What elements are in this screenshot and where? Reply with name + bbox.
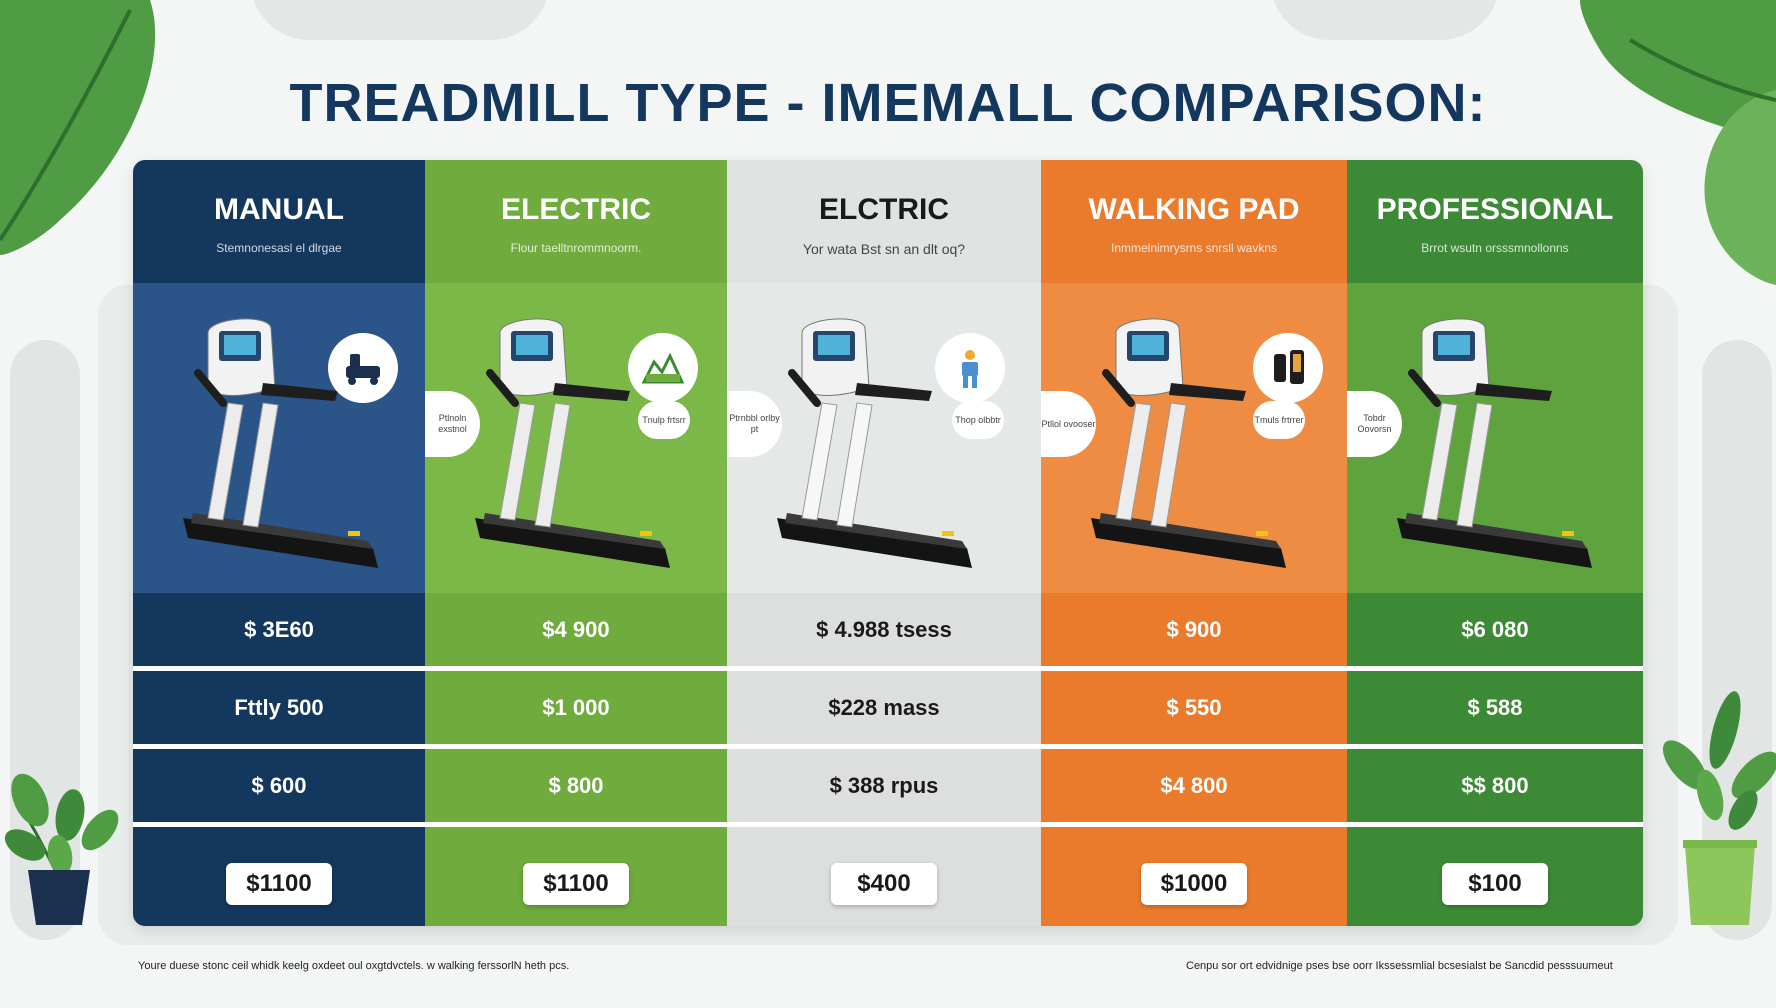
row-divider (727, 822, 1041, 827)
column-subtitle: Flour taelltnrommnoorm. (510, 241, 642, 255)
price-button[interactable]: $1100 (523, 862, 629, 905)
phone-device-icon (1253, 333, 1323, 403)
table-cell: $$ 800 (1347, 749, 1643, 822)
price-button[interactable]: $400 (831, 862, 937, 905)
column-title: PROFESSIONAL (1376, 193, 1614, 226)
treadmill-machine-icon (328, 333, 398, 403)
price-area: $100 (1347, 827, 1643, 926)
table-cell: $ 900 (1041, 593, 1347, 666)
treadmill-image-icon (777, 318, 972, 568)
feature-bubble: Tobdr Oovorsn (1347, 391, 1402, 457)
price-area: $400 (727, 827, 1041, 926)
row-divider (1347, 744, 1643, 749)
table-cell: $ 588 (1347, 671, 1643, 744)
treadmill-image-icon (475, 318, 670, 568)
leaf-decoration-icon (0, 0, 156, 255)
table-cell: $ 550 (1041, 671, 1347, 744)
price-area: $1100 (425, 827, 727, 926)
column-subtitle: Yor wata Bst sn an dlt oq? (802, 241, 966, 257)
row-divider (425, 822, 727, 827)
column-elctric: ELCTRIC Yor wata Bst sn an dlt oq? Ptrnb… (727, 160, 1041, 926)
column-title: ELCTRIC (819, 193, 949, 226)
product-image-area: Ptrnbbl orlby pt Thop olbbtr (727, 283, 1041, 593)
row-divider (133, 666, 425, 671)
column-header: PROFESSIONAL Brrot wsutn orsssmnollonns (1347, 160, 1643, 283)
price-area: $1100 (133, 827, 425, 926)
column-manual: MANUAL Stemnonesasl el dlrgae $ 3E60 Ft (133, 160, 425, 926)
row-divider (1347, 666, 1643, 671)
potted-plant-icon (1662, 691, 1776, 925)
table-cell: $ 600 (133, 749, 425, 822)
potted-plant-icon (4, 773, 119, 925)
comparison-table: MANUAL Stemnonesasl el dlrgae $ 3E60 Ft (133, 160, 1643, 926)
price-area: $1000 (1041, 827, 1347, 926)
row-divider (133, 822, 425, 827)
terrain-map-icon (628, 333, 698, 403)
price-button[interactable]: $100 (1442, 862, 1548, 905)
table-cell: $228 mass (727, 671, 1041, 744)
table-cell: Fttly 500 (133, 671, 425, 744)
feature-bubble: Tnulp frtsrr (638, 401, 690, 439)
price-button[interactable]: $1000 (1141, 862, 1247, 905)
background-shape (1270, 0, 1500, 40)
row-divider (1041, 666, 1347, 671)
treadmill-image-icon (183, 318, 378, 568)
footer-note-left: Youre duese stonc ceil whidk keelg oxdee… (138, 960, 570, 972)
column-title: WALKING PAD (1088, 193, 1300, 226)
feature-bubble: Tmuls frtrrer (1253, 401, 1305, 439)
column-title: ELECTRIC (501, 193, 651, 226)
table-cell: $ 388 rpus (727, 749, 1041, 822)
table-cell: $ 3E60 (133, 593, 425, 666)
leaf-decoration-icon (1580, 0, 1776, 285)
table-cell: $1 000 (425, 671, 727, 744)
product-image-area: Ptlnoln exstnol Tnulp frtsrr (425, 283, 727, 593)
row-divider (425, 744, 727, 749)
row-divider (1041, 822, 1347, 827)
column-subtitle: Inmmelnimrysrns snrsll wavkns (1110, 241, 1278, 255)
column-title: MANUAL (214, 193, 344, 226)
column-electric: ELECTRIC Flour taelltnrommnoorm. Ptlnoln… (425, 160, 727, 926)
feature-bubble: Ptrnbbl orlby pt (727, 391, 782, 457)
row-divider (1041, 744, 1347, 749)
product-image-area (133, 283, 425, 593)
feature-bubble: Ptlnoln exstnol (425, 391, 480, 457)
table-cell: $4 800 (1041, 749, 1347, 822)
person-workout-icon (935, 333, 1005, 403)
footer-note-right: Cenpu sor ort edvidnige pses bse oorr Ik… (1186, 960, 1613, 972)
background-shape (250, 0, 550, 40)
column-header: WALKING PAD Inmmelnimrysrns snrsll wavkn… (1041, 160, 1347, 283)
column-header: ELECTRIC Flour taelltnrommnoorm. (425, 160, 727, 283)
treadmill-image-icon (1397, 318, 1592, 568)
table-cell: $ 4.988 tsess (727, 593, 1041, 666)
row-divider (133, 744, 425, 749)
column-header: ELCTRIC Yor wata Bst sn an dlt oq? (727, 160, 1041, 283)
table-cell: $ 800 (425, 749, 727, 822)
row-divider (425, 666, 727, 671)
feature-bubble: Ptllol ovooser (1041, 391, 1096, 457)
column-header: MANUAL Stemnonesasl el dlrgae (133, 160, 425, 283)
price-button[interactable]: $1100 (226, 862, 332, 905)
product-image-area: Ptllol ovooser Tmuls frtrrer (1041, 283, 1347, 593)
product-image-area: Tobdr Oovorsn (1347, 283, 1643, 593)
column-subtitle: Stemnonesasl el dlrgae (216, 241, 342, 255)
table-cell: $6 080 (1347, 593, 1643, 666)
column-professional: PROFESSIONAL Brrot wsutn orsssmnollonns … (1347, 160, 1643, 926)
page-title: TREADMILL TYPE - IMEMALL COMPARISON: (289, 73, 1487, 133)
feature-bubble: Thop olbbtr (952, 401, 1004, 439)
row-divider (727, 666, 1041, 671)
row-divider (1347, 822, 1643, 827)
column-walking-pad: WALKING PAD Inmmelnimrysrns snrsll wavkn… (1041, 160, 1347, 926)
treadmill-image-icon (1091, 318, 1286, 568)
table-cell: $4 900 (425, 593, 727, 666)
row-divider (727, 744, 1041, 749)
column-subtitle: Brrot wsutn orsssmnollonns (1421, 241, 1569, 255)
